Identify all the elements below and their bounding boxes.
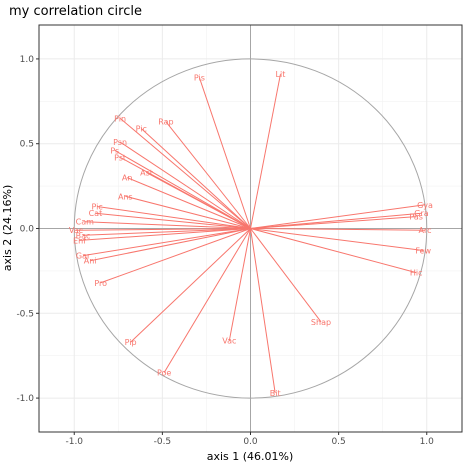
- variable-label: Ani: [84, 257, 97, 266]
- x-tick-label: 1.0: [420, 437, 435, 447]
- y-tick-label: -1.0: [16, 394, 34, 404]
- variable-label: Pro: [94, 279, 107, 288]
- variable-label: Arc: [418, 226, 431, 235]
- variable-label: Vac: [222, 336, 236, 345]
- variable-arrow: [250, 74, 281, 229]
- variable-label: Gar: [76, 252, 91, 261]
- variable-label: Shap: [311, 318, 331, 327]
- variable-arrow: [76, 228, 251, 231]
- variable-arrow: [163, 228, 251, 373]
- variable-arrow: [114, 150, 251, 229]
- variable-arrow: [119, 117, 251, 229]
- variable-label: Few: [415, 247, 431, 256]
- variable-arrow: [250, 228, 417, 274]
- variable-arrow: [165, 121, 251, 229]
- variable-arrow: [250, 228, 424, 252]
- variable-arrow: [82, 228, 251, 257]
- variable-label: Pis: [194, 74, 205, 83]
- variable-label: Bac: [76, 231, 91, 240]
- variable-arrow: [250, 228, 276, 394]
- variable-arrow: [126, 177, 251, 229]
- variable-label: Cat: [89, 209, 103, 218]
- x-tick-label: -0.5: [154, 437, 172, 447]
- x-tick-label: -1.0: [65, 437, 83, 447]
- variable-arrow: [250, 228, 322, 323]
- variable-arrow: [125, 195, 251, 229]
- variable-label: Bit: [270, 389, 281, 398]
- variable-label: Pst: [114, 153, 126, 162]
- variable-label: Pas: [409, 213, 423, 222]
- plot-panel: Pis LitPinPicRapPsnPsPstAstAnAnsPicCatCam…: [38, 24, 463, 433]
- variable-arrow: [130, 228, 251, 343]
- variable-arrow: [228, 228, 251, 341]
- variable-label: Gya: [417, 201, 433, 210]
- variable-label: Enf: [73, 236, 86, 245]
- y-tick-label: -0.5: [16, 309, 34, 319]
- variable-arrow: [83, 228, 251, 236]
- y-tick-label: 0.0: [20, 225, 35, 235]
- y-tick-label: 1.0: [20, 55, 35, 65]
- x-tick-label: 0.5: [331, 437, 345, 447]
- variable-arrow: [198, 77, 251, 229]
- variable-arrow: [79, 228, 251, 241]
- unit-circle: [73, 58, 428, 399]
- x-axis-label: axis 1 (46.01%): [207, 450, 294, 463]
- variable-label: Pic: [92, 202, 103, 211]
- variable-label: Vac: [69, 226, 83, 235]
- variable-arrow: [250, 204, 426, 229]
- variable-arrow: [140, 128, 251, 229]
- variable-arrow: [84, 221, 251, 229]
- x-tick-label: 0.0: [243, 437, 258, 447]
- y-tick-label: 0.5: [20, 140, 34, 150]
- variable-label: Psn: [113, 138, 127, 147]
- variable-label: Ans: [118, 192, 133, 201]
- variable-label: Ast: [140, 169, 153, 178]
- variable-label: Pic: [136, 124, 147, 133]
- variable-label: Poe: [157, 369, 171, 378]
- variable-label: Cam: [76, 218, 94, 227]
- variable-label: Ps: [110, 146, 119, 155]
- variable-label: Pin: [114, 114, 126, 123]
- variable-arrow: [119, 141, 251, 229]
- variable-arrow: [97, 205, 251, 229]
- variable-arrow: [250, 228, 425, 231]
- variable-label: An: [122, 174, 133, 183]
- chart-title: my correlation circle: [9, 4, 142, 19]
- variable-label: Gra: [414, 209, 428, 218]
- variable-arrow: [250, 216, 417, 229]
- variable-arrow: [95, 212, 251, 229]
- y-axis-label: axis 2 (24.16%): [1, 185, 14, 272]
- variable-arrow: [100, 228, 251, 284]
- variable-label: Rap: [158, 118, 173, 127]
- variable-arrow: [146, 172, 251, 229]
- variable-arrow: [250, 212, 422, 229]
- variable-label: Pip: [125, 338, 137, 347]
- variable-label: Hic: [410, 269, 423, 278]
- variable-label: Lit: [276, 70, 286, 79]
- variable-arrow: [90, 228, 251, 262]
